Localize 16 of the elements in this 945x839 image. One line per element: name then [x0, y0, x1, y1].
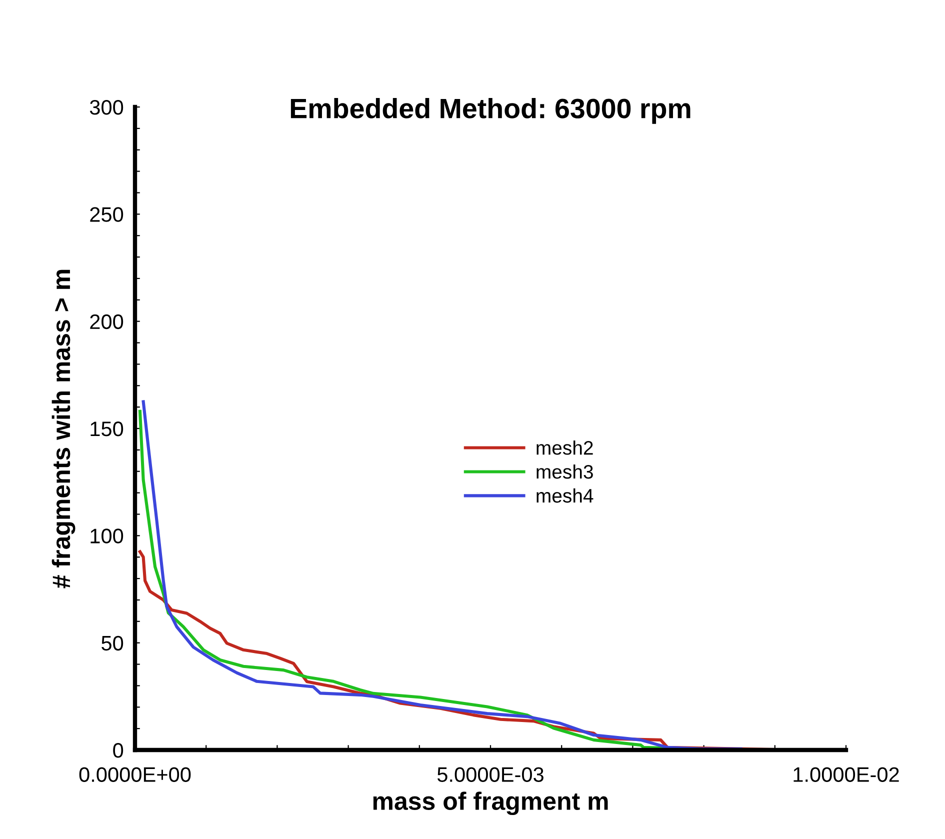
y-tick-label: 100	[90, 528, 124, 544]
chart-title: Embedded Method: 63000 rpm	[290, 98, 690, 124]
y-tick-label: 300	[90, 100, 124, 115]
y-tick-label: 150	[90, 422, 124, 436]
y-tick-label: 250	[90, 207, 124, 222]
legend-label: mesh4	[536, 488, 594, 503]
y-tick-label: 0	[113, 743, 124, 758]
legend-label: mesh2	[536, 440, 593, 455]
x-tick-label: 0.0000E+00	[79, 767, 191, 782]
y-tick-label: 50	[102, 636, 124, 651]
legend-label: mesh3	[536, 464, 593, 479]
x-tick-label: 1.0000E-02	[794, 767, 899, 782]
y-tick-label: 200	[90, 314, 124, 330]
x-tick-label: 5.0000E-03	[437, 767, 544, 782]
y-axis-title: # fragments with mass > m	[52, 270, 76, 588]
x-axis-title: mass of fragment m	[373, 792, 608, 816]
